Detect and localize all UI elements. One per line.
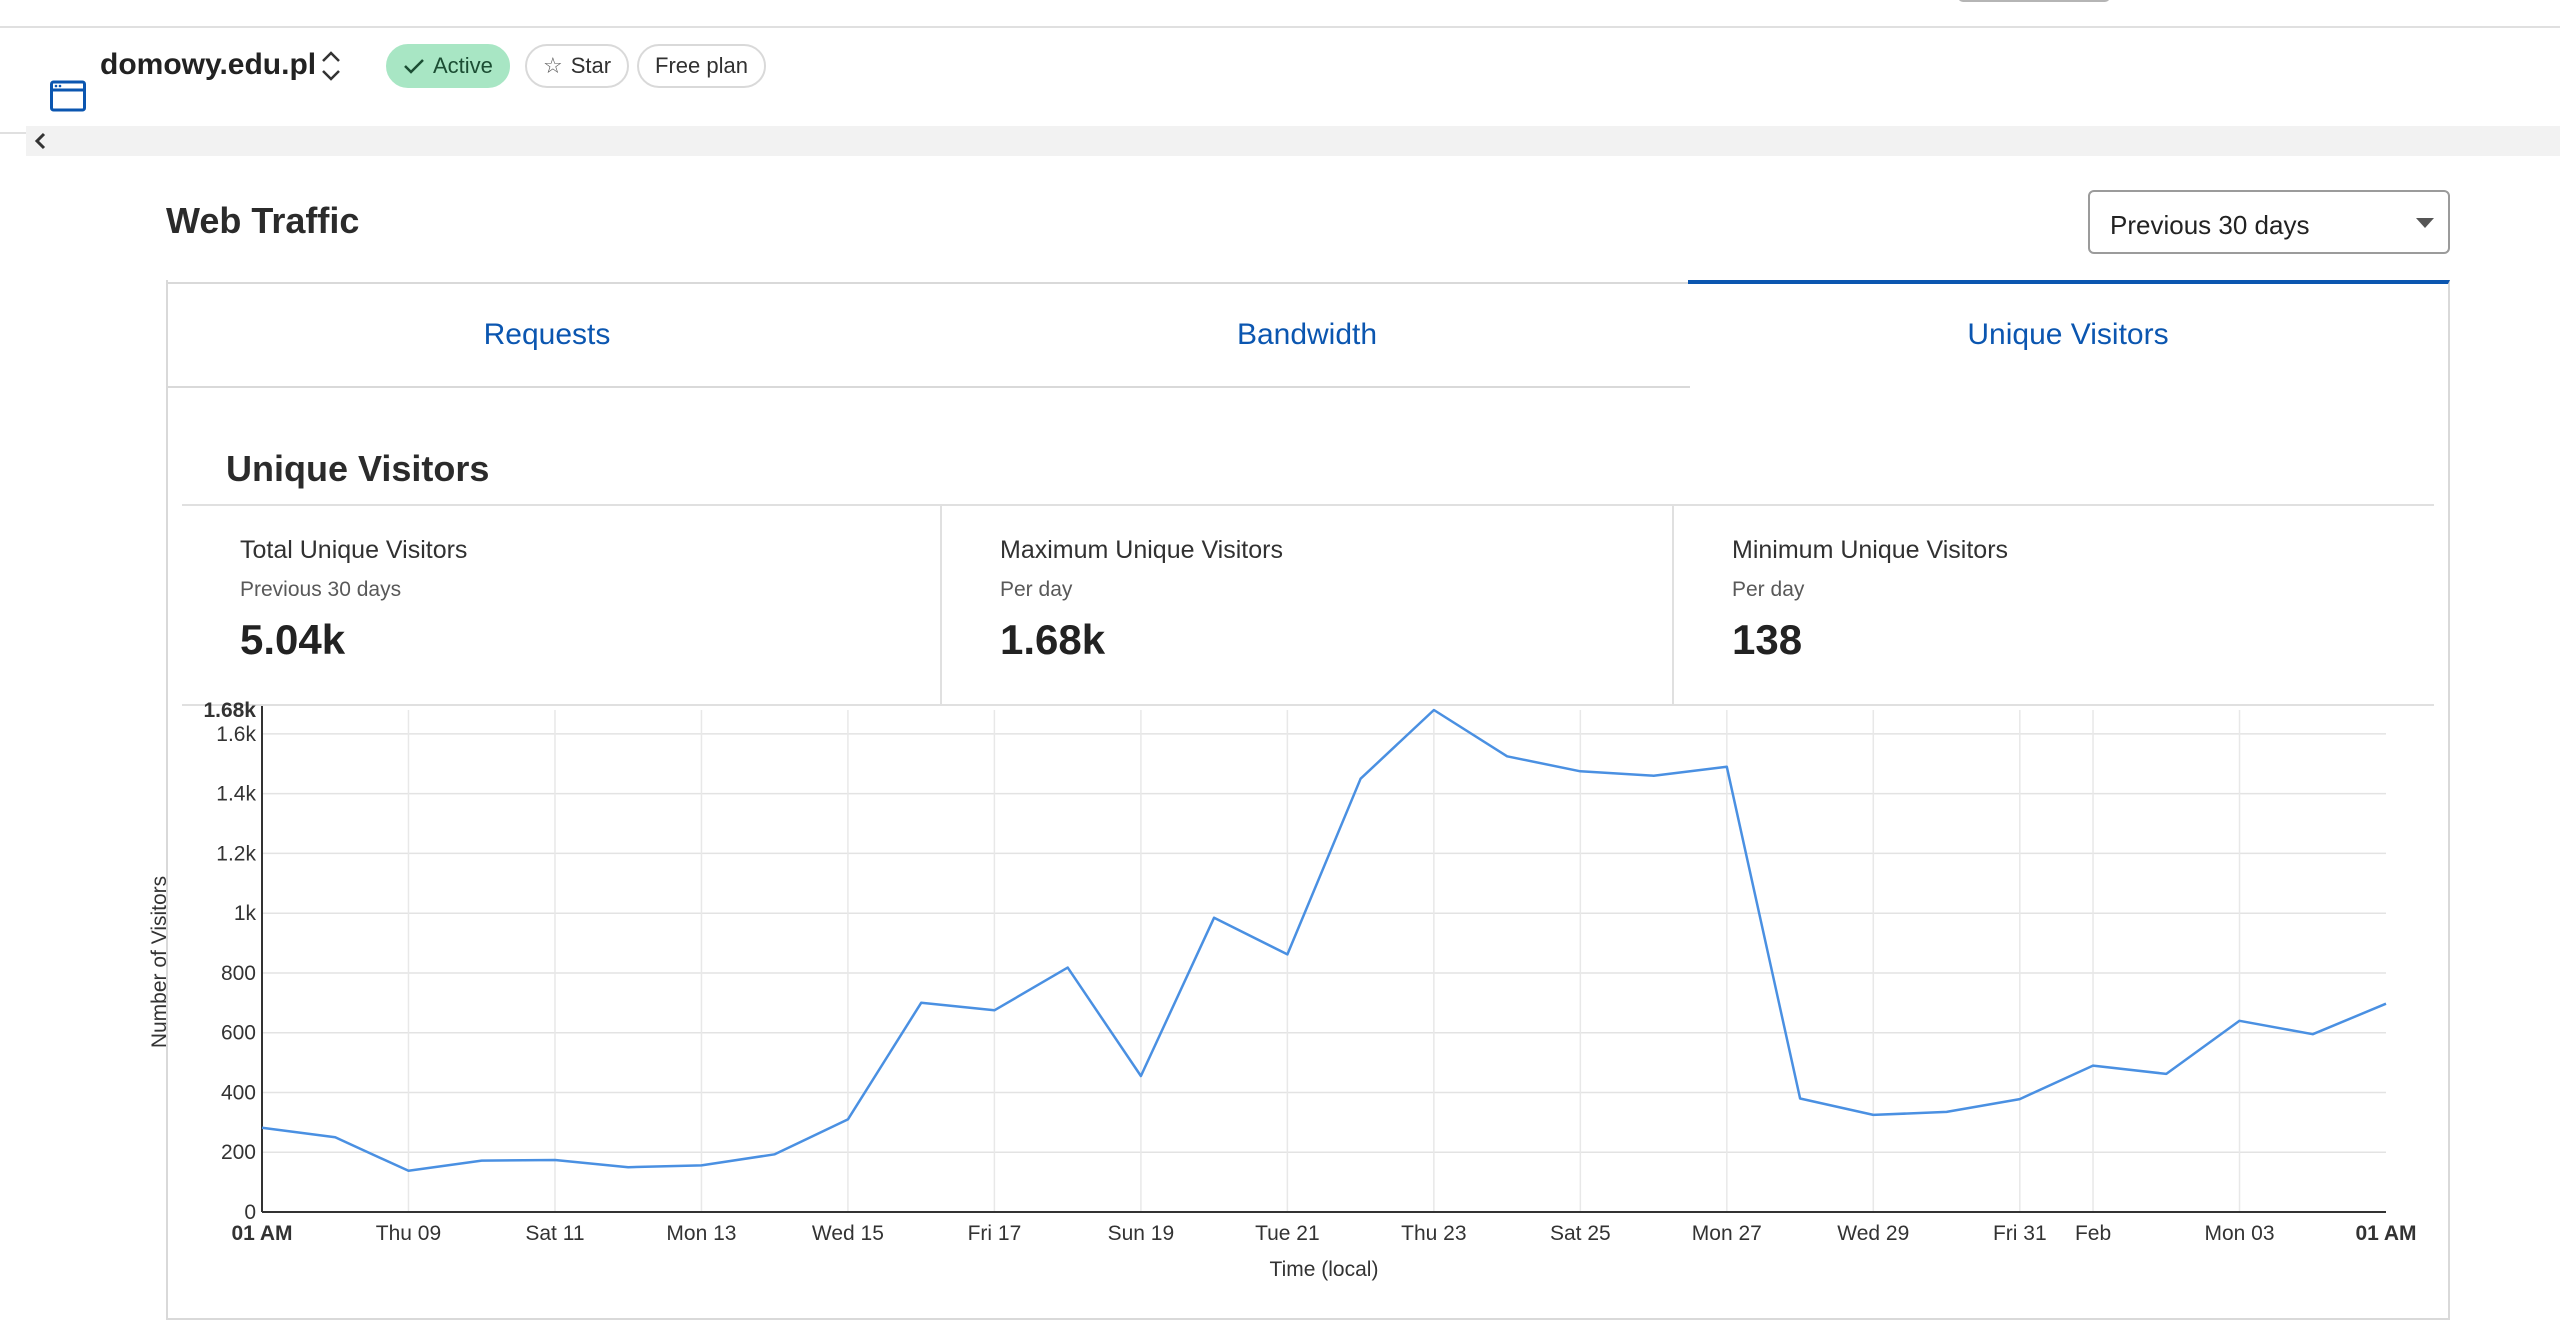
chevron-up-down-icon[interactable]: [318, 48, 344, 84]
star-button[interactable]: ☆ Star: [525, 44, 630, 88]
time-range-value: Previous 30 days: [2110, 210, 2310, 240]
x-tick-label: Mon 27: [1692, 1222, 1762, 1245]
status-badge: Active: [386, 44, 510, 88]
y-tick-label: 1.2k: [216, 842, 256, 865]
stat-name: Total Unique Visitors: [240, 536, 468, 564]
header-divider: [0, 132, 30, 134]
caret-down-icon: [2416, 218, 2434, 228]
status-label: Active: [433, 53, 493, 78]
stat-value: 5.04k: [240, 616, 346, 663]
browser-top-bar: [0, 0, 2560, 28]
x-tick-label: Thu 23: [1401, 1222, 1466, 1245]
site-header: [0, 30, 2560, 134]
plan-badge[interactable]: Free plan: [637, 44, 766, 88]
x-tick-label: Wed 29: [1837, 1222, 1909, 1245]
x-tick-label: Mon 03: [2204, 1222, 2274, 1245]
browser-window-icon: [50, 80, 86, 112]
check-icon: [404, 59, 424, 74]
stat-total-unique-visitors: Total Unique Visitors Previous 30 days 5…: [182, 506, 942, 706]
stat-minimum-unique-visitors: Minimum Unique Visitors Per day 138: [1674, 506, 2434, 706]
tab-requests-label: Requests: [483, 318, 611, 351]
x-tick-label: Tue 21: [1255, 1222, 1320, 1245]
x-tick-label: Sat 25: [1550, 1222, 1611, 1245]
stat-name: Minimum Unique Visitors: [1732, 536, 2009, 564]
y-tick-label: 1k: [234, 902, 257, 925]
time-range-select[interactable]: Previous 30 days: [2088, 190, 2450, 254]
stat-name: Maximum Unique Visitors: [1000, 536, 1283, 564]
x-tick-label: Fri 31: [1993, 1222, 2047, 1245]
tab-requests[interactable]: Requests: [166, 282, 928, 388]
x-axis-label: Time (local): [1270, 1258, 1379, 1281]
y-tick-label: 1.4k: [216, 783, 256, 806]
section-title: Unique Visitors: [226, 448, 490, 489]
y-tick-label: 0: [244, 1201, 256, 1224]
x-tick-label: Thu 09: [376, 1222, 441, 1245]
x-tick-label: Feb: [2075, 1222, 2111, 1245]
x-tick-label: Wed 15: [812, 1222, 884, 1245]
x-tick-label: Fri 17: [968, 1222, 1022, 1245]
y-tick-label: 1.68k: [203, 700, 256, 722]
y-tick-label: 600: [221, 1022, 256, 1045]
y-tick-label: 200: [221, 1141, 256, 1164]
y-tick-label: 800: [221, 962, 256, 985]
tab-bandwidth-label: Bandwidth: [1236, 318, 1378, 351]
stat-subtitle: Per day: [1000, 578, 1073, 601]
section-divider: [182, 504, 2434, 506]
y-tick-label: 400: [221, 1081, 256, 1104]
x-tick-label: 01 AM: [2355, 1222, 2416, 1245]
stat-maximum-unique-visitors: Maximum Unique Visitors Per day 1.68k: [942, 506, 1674, 706]
page-title: Web Traffic: [166, 200, 360, 241]
star-label: Star: [570, 53, 612, 78]
top-bar-control[interactable]: [1958, 0, 2110, 2]
site-name: domowy.edu.pl: [100, 48, 317, 81]
unique-visitors-chart: 0 200 400 600 800 1k 1.2k 1.4k 1.6k1.68k 01 AM Thu…: [148, 700, 2417, 1281]
tab-unique-visitors-label: Unique Visitors: [1967, 318, 2169, 351]
tab-bandwidth[interactable]: Bandwidth: [926, 282, 1690, 388]
plan-label: Free plan: [655, 53, 748, 78]
series-line: [261, 708, 2387, 1173]
stat-value: 138: [1732, 616, 1803, 663]
y-tick-label: 1.6k: [216, 723, 256, 746]
x-tick-label: 01 AM: [231, 1222, 292, 1245]
stats-divider: [182, 704, 2434, 706]
x-tick-label: Sun 19: [1108, 1222, 1175, 1245]
stat-subtitle: Per day: [1732, 578, 1805, 601]
stat-value: 1.68k: [1000, 616, 1106, 663]
x-tick-label: Mon 13: [666, 1222, 736, 1245]
y-axis-label: Number of Visitors: [148, 876, 171, 1048]
x-tick-label: Sat 11: [525, 1222, 584, 1245]
chevron-left-icon[interactable]: [30, 128, 52, 154]
star-icon: ☆: [543, 53, 563, 78]
tab-unique-visitors[interactable]: Unique Visitors: [1688, 280, 2450, 386]
stat-subtitle: Previous 30 days: [240, 578, 402, 601]
collapse-bar: [26, 126, 2560, 156]
